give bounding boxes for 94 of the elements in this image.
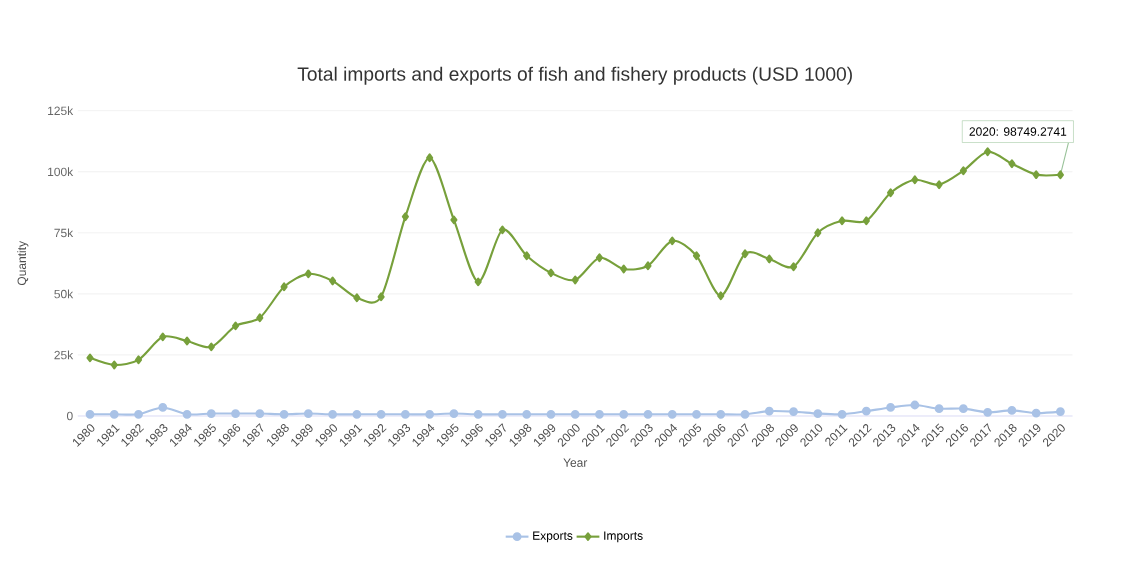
point	[934, 404, 944, 414]
x-axis-title: Year	[563, 458, 588, 467]
point	[159, 332, 167, 342]
point	[110, 360, 118, 370]
point	[644, 261, 652, 271]
point	[668, 236, 676, 246]
point	[814, 228, 822, 238]
point	[280, 282, 288, 292]
point	[376, 409, 386, 419]
point	[789, 407, 798, 417]
point	[353, 293, 361, 303]
point	[667, 409, 677, 419]
point	[570, 409, 580, 419]
point	[158, 403, 168, 412]
point	[717, 291, 725, 301]
point	[740, 409, 750, 419]
point	[910, 400, 920, 410]
y-axis-title: Quantity	[17, 241, 29, 286]
point	[109, 409, 119, 419]
annotation: 2020: 98749.2741	[969, 127, 1067, 136]
y-tick-label: 25k	[54, 350, 74, 360]
point	[400, 409, 410, 419]
point	[352, 409, 362, 419]
point	[134, 409, 143, 419]
point	[571, 275, 579, 285]
point	[182, 409, 192, 419]
point	[231, 409, 240, 418]
point	[862, 216, 870, 226]
point	[838, 216, 846, 226]
point	[716, 409, 726, 419]
point	[983, 407, 993, 417]
point	[377, 292, 385, 302]
point	[886, 403, 895, 412]
point	[620, 264, 628, 274]
point	[85, 409, 95, 419]
point	[643, 409, 653, 419]
point	[959, 166, 967, 176]
point	[1031, 408, 1041, 418]
legend-label: Exports	[533, 531, 573, 543]
point	[523, 251, 531, 261]
point	[911, 175, 919, 185]
y-tick-label: 0	[66, 411, 73, 421]
legend-label: Imports	[604, 531, 643, 543]
point	[546, 409, 556, 419]
point	[207, 342, 215, 352]
point	[619, 409, 629, 419]
point	[426, 153, 434, 163]
point	[183, 336, 191, 346]
point	[401, 212, 409, 222]
point	[887, 188, 895, 198]
point	[958, 404, 968, 414]
point	[473, 409, 483, 419]
point	[765, 254, 773, 264]
y-tick-label: 125k	[48, 106, 74, 116]
point	[498, 225, 506, 235]
point	[304, 269, 312, 279]
chart-title: Total imports and exports of fish and fishery products (USD 1000)	[297, 66, 852, 85]
point	[498, 409, 507, 419]
point	[764, 406, 774, 416]
y-tick-label: 50k	[54, 289, 74, 299]
point	[692, 409, 701, 419]
point	[861, 406, 871, 416]
point	[450, 215, 458, 225]
point	[449, 409, 459, 418]
point	[86, 353, 94, 363]
point	[1056, 407, 1065, 417]
point	[206, 409, 216, 418]
point	[789, 262, 798, 272]
point	[837, 409, 847, 419]
point	[1007, 405, 1017, 415]
point	[984, 147, 992, 157]
y-tick-label: 75k	[54, 228, 74, 238]
point	[329, 276, 337, 286]
point	[522, 409, 532, 419]
point	[134, 355, 143, 365]
point	[425, 409, 435, 419]
y-tick-label: 100k	[48, 167, 74, 177]
point	[692, 251, 701, 261]
point	[232, 321, 240, 331]
point	[813, 409, 823, 418]
point	[474, 277, 482, 287]
point	[1056, 170, 1064, 180]
point	[256, 313, 264, 323]
point	[547, 268, 555, 278]
point	[935, 180, 943, 190]
point	[328, 409, 338, 419]
point	[595, 409, 604, 419]
point	[1032, 170, 1040, 180]
point	[741, 249, 749, 259]
point	[279, 409, 289, 419]
point	[303, 409, 313, 418]
point	[595, 253, 604, 263]
point	[255, 409, 265, 418]
point	[1008, 159, 1016, 169]
